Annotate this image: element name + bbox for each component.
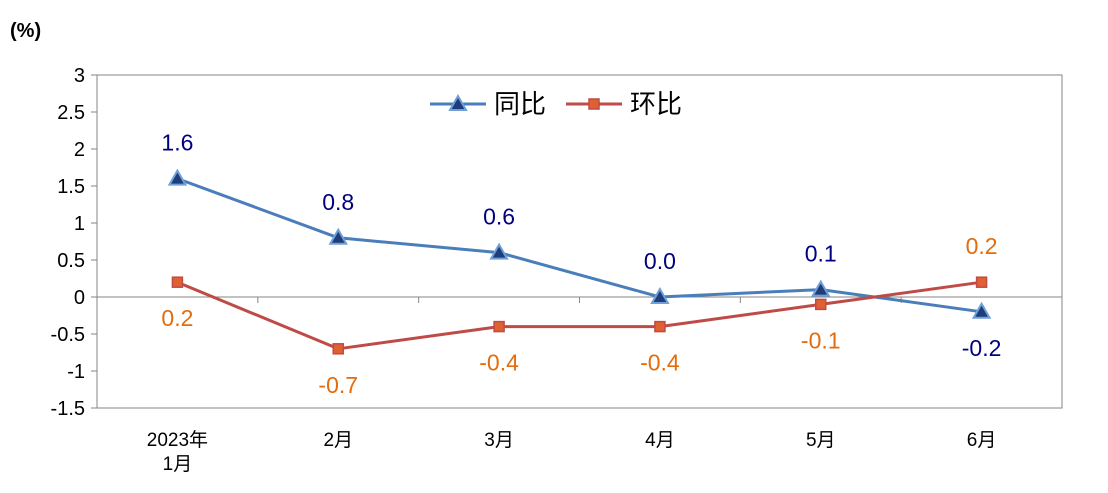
- y-unit-label: (%): [10, 20, 42, 42]
- triangle-marker: [328, 227, 348, 245]
- series-layer: 1.6 0.8 0.6 0.0 0.1 -0.2 0.2 -0.7 -0.4 -0.4 -0.1 0.…: [161, 130, 1001, 398]
- square-marker: [975, 276, 988, 288]
- data-label: 0.2: [161, 305, 193, 331]
- data-label: -0.1: [801, 327, 841, 353]
- y-tick-label: -1.5: [51, 398, 85, 420]
- square-marker: [493, 320, 505, 333]
- triangle-marker: [971, 301, 992, 319]
- square-marker: [332, 343, 344, 355]
- x-tick-label: 5月: [806, 430, 836, 451]
- series-line-2: [176, 280, 982, 351]
- data-label: 0.6: [483, 204, 515, 230]
- data-label: 0.1: [805, 241, 837, 267]
- triangle-marker: [167, 168, 188, 186]
- data-label: -0.7: [318, 372, 358, 398]
- legend-triangle-marker: [448, 93, 468, 111]
- triangle-marker: [811, 279, 831, 297]
- square-marker: [815, 298, 827, 311]
- y-tick-label: 1: [74, 213, 85, 235]
- data-label: 1.6: [161, 130, 193, 156]
- legend: 同比 环比: [430, 89, 682, 119]
- x-tick-label: 3月: [484, 430, 514, 451]
- data-label: -0.4: [479, 350, 519, 376]
- y-axis: 3 2.5 2 1.5 1 0.5 0 -0.5 -1 -1.5: [51, 65, 97, 420]
- y-tick-label: 0: [74, 287, 85, 309]
- legend-label: 环比: [630, 89, 682, 119]
- legend-square-marker: [588, 98, 600, 110]
- data-label: -0.4: [640, 350, 680, 376]
- y-tick-label: -1: [67, 361, 85, 383]
- series-line-1: [176, 177, 982, 314]
- legend-label: 同比: [494, 89, 546, 119]
- data-label: 0.0: [644, 248, 676, 274]
- x-axis: 2023年 1月 2月 3月 4月 5月 6月: [96, 296, 1063, 475]
- y-tick-label: 2: [74, 139, 85, 161]
- data-label: 0.8: [322, 189, 354, 215]
- triangle-marker: [489, 242, 509, 260]
- y-tick-label: 2.5: [57, 102, 85, 124]
- plot-area: [96, 74, 1063, 409]
- x-tick-label: 2月: [323, 430, 353, 451]
- square-marker: [171, 276, 184, 288]
- square-marker: [654, 320, 666, 333]
- x-tick-label: 2023年 1月: [147, 429, 208, 475]
- data-label: 0.2: [966, 233, 998, 259]
- y-tick-label: 1.5: [57, 176, 85, 198]
- x-tick-label: 6月: [967, 430, 997, 451]
- x-tick-label: 4月: [645, 430, 675, 451]
- triangle-marker: [650, 286, 670, 304]
- y-tick-label: 0.5: [57, 250, 85, 272]
- y-tick-label: 3: [74, 65, 85, 87]
- y-tick-label: -0.5: [51, 324, 85, 346]
- data-label: -0.2: [962, 335, 1002, 361]
